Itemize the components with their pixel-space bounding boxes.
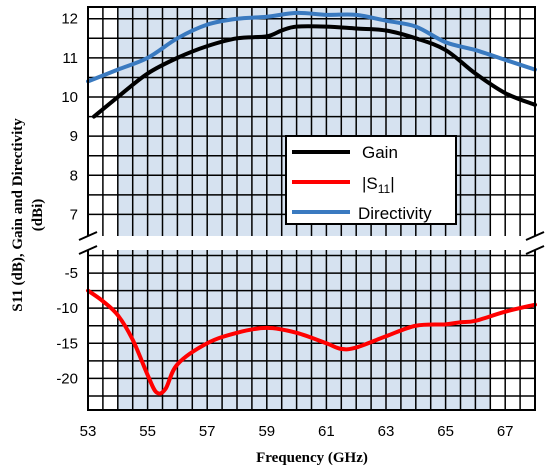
x-tick-labels: 53 55 57 59 61 63 65 67 xyxy=(80,423,514,440)
break-mask-right xyxy=(529,236,541,250)
x-tick-label: 57 xyxy=(199,423,216,440)
x-tick-label: 65 xyxy=(437,423,454,440)
x-tick-label: 63 xyxy=(378,423,395,440)
series-line-s11 xyxy=(86,288,537,396)
y-tick-label-upper: 7 xyxy=(70,206,78,223)
y-tick-label-upper: 10 xyxy=(61,89,78,106)
break-slash xyxy=(78,231,98,241)
x-tick-label: 55 xyxy=(139,423,156,440)
y-tick-label-upper: 11 xyxy=(62,50,78,67)
break-mask-left xyxy=(82,236,94,250)
y-tick-label-lower: -15 xyxy=(56,335,78,352)
x-tick-label: 59 xyxy=(258,423,275,440)
break-slash xyxy=(78,245,98,255)
x-tick-label: 61 xyxy=(318,423,335,440)
y-tick-label-lower: -10 xyxy=(56,300,78,317)
y-tick-label-upper: 9 xyxy=(70,128,78,145)
y-tick-label-upper: 8 xyxy=(70,167,78,184)
series-line-gain xyxy=(91,24,537,119)
legend-label-directivity: Directivity xyxy=(358,204,432,223)
break-slash xyxy=(525,231,545,241)
series-layer xyxy=(86,10,537,396)
legend: Gain |S11| Directivity xyxy=(285,135,457,225)
y-tick-label-lower: -5 xyxy=(65,265,78,282)
axis-break-marks xyxy=(78,231,545,255)
legend-label-s11: |S11| xyxy=(362,174,395,196)
plot-frame xyxy=(87,6,536,411)
x-axis-label: Frequency (GHz) xyxy=(256,450,368,466)
y-tick-label-lower: -20 xyxy=(56,370,78,387)
y-tick-labels: 7 8 9 10 11 12 -5 -10 -15 -20 xyxy=(56,11,78,388)
y-tick-label-upper: 12 xyxy=(61,11,78,28)
legend-label-gain: Gain xyxy=(362,143,398,162)
axis-break-gap xyxy=(84,236,539,250)
x-tick-label: 53 xyxy=(80,423,97,440)
break-slash xyxy=(525,245,545,255)
x-tick-label: 67 xyxy=(497,423,514,440)
y-axis-label-unit: (dBi) xyxy=(30,199,46,232)
series-line-directivity xyxy=(86,10,537,84)
y-axis-label: S11 (dB), Gain and Directivity xyxy=(10,118,26,312)
